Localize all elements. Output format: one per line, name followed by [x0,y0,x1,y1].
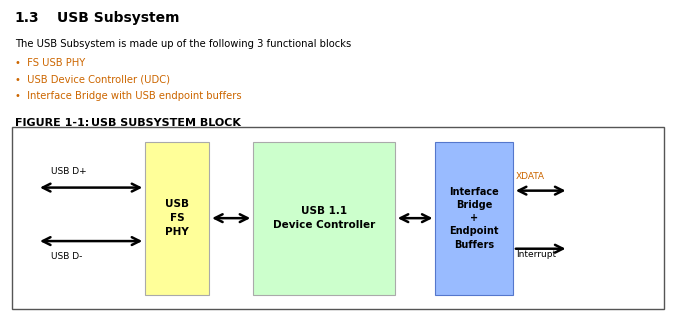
Text: USB Subsystem: USB Subsystem [57,11,180,25]
Text: •  USB Device Controller (UDC): • USB Device Controller (UDC) [15,75,170,85]
Bar [435,142,513,295]
Bar [145,142,209,295]
Text: USB 1.1
Device Controller: USB 1.1 Device Controller [273,206,375,230]
Bar [12,127,664,309]
Text: USB
FS
PHY: USB FS PHY [165,199,189,237]
Text: •  Interface Bridge with USB endpoint buffers: • Interface Bridge with USB endpoint buf… [15,91,242,101]
Text: The USB Subsystem is made up of the following 3 functional blocks: The USB Subsystem is made up of the foll… [15,39,351,49]
Text: USB D+: USB D+ [51,167,86,176]
Bar [253,142,395,295]
Text: Interface
Bridge
+
Endpoint
Buffers: Interface Bridge + Endpoint Buffers [450,187,499,250]
Text: 1.3: 1.3 [15,11,39,25]
Text: FIGURE 1-1:: FIGURE 1-1: [15,118,89,128]
Text: USB D-: USB D- [51,252,82,261]
Text: USB SUBSYSTEM BLOCK: USB SUBSYSTEM BLOCK [91,118,241,128]
Text: •  FS USB PHY: • FS USB PHY [15,58,85,68]
Text: XDATA: XDATA [516,172,545,181]
Text: Interrupt: Interrupt [516,250,556,259]
